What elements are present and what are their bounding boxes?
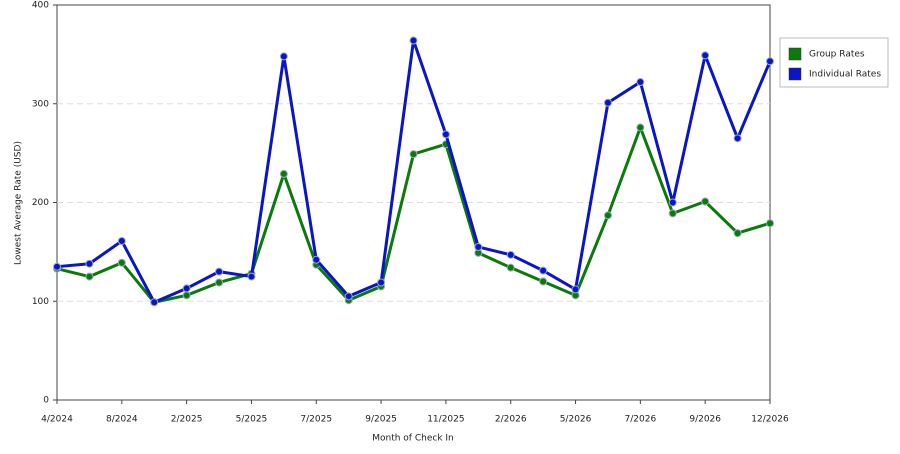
x-tick-label: 8/2024 <box>106 415 138 425</box>
data-point <box>474 242 483 251</box>
x-tick-label: 5/2026 <box>560 415 592 425</box>
legend-swatch <box>788 67 802 81</box>
data-point <box>701 197 710 206</box>
legend-swatch <box>788 47 802 61</box>
data-point <box>733 134 742 143</box>
plot-frame <box>56 4 771 401</box>
data-point <box>506 263 515 272</box>
data-point <box>668 209 677 218</box>
data-point <box>150 298 159 307</box>
data-point <box>247 272 256 281</box>
data-point <box>603 211 612 220</box>
data-point <box>766 219 774 228</box>
data-point <box>53 262 61 271</box>
data-point <box>733 229 742 238</box>
data-point <box>344 292 353 301</box>
data-point <box>441 130 450 139</box>
data-point <box>539 266 548 275</box>
data-point <box>279 169 288 178</box>
x-tick-label: 7/2025 <box>300 415 332 425</box>
data-point <box>117 258 126 267</box>
x-tick-label: 9/2026 <box>689 415 721 425</box>
x-tick-label: 11/2025 <box>427 415 464 425</box>
x-tick-label: 2/2025 <box>171 415 203 425</box>
data-point <box>701 51 710 60</box>
data-point <box>85 272 94 281</box>
data-point <box>215 278 224 287</box>
y-tick-label: 300 <box>32 99 49 109</box>
data-point <box>636 123 645 132</box>
x-tick-label: 5/2025 <box>236 415 268 425</box>
data-point <box>766 57 774 66</box>
data-point <box>636 78 645 87</box>
data-point <box>182 284 191 293</box>
x-tick-label: 7/2026 <box>625 415 657 425</box>
data-point <box>668 198 677 207</box>
x-axis-title: Month of Check In <box>372 434 454 444</box>
data-point <box>117 237 126 246</box>
data-point <box>409 150 418 159</box>
legend-label: Individual Rates <box>809 70 881 80</box>
x-tick-label: 9/2025 <box>365 415 397 425</box>
x-tick-label: 4/2024 <box>41 415 73 425</box>
data-point <box>571 285 580 294</box>
y-tick-label: 400 <box>32 1 49 11</box>
y-tick-label: 100 <box>32 297 49 307</box>
data-point <box>539 277 548 286</box>
data-point <box>85 259 94 268</box>
data-point <box>409 36 418 45</box>
legend-label: Group Rates <box>809 50 865 60</box>
y-axis-title: Lowest Average Rate (USD) <box>14 141 24 265</box>
data-point <box>312 255 321 264</box>
y-tick-label: 0 <box>43 396 49 406</box>
data-point <box>377 278 386 287</box>
data-point <box>506 250 515 259</box>
data-point <box>182 291 191 300</box>
data-point <box>603 98 612 107</box>
y-tick-label: 200 <box>32 198 49 208</box>
data-point <box>215 267 224 276</box>
x-tick-label: 2/2026 <box>495 415 527 425</box>
data-point <box>279 52 288 61</box>
x-tick-label: 12/2026 <box>751 415 789 425</box>
